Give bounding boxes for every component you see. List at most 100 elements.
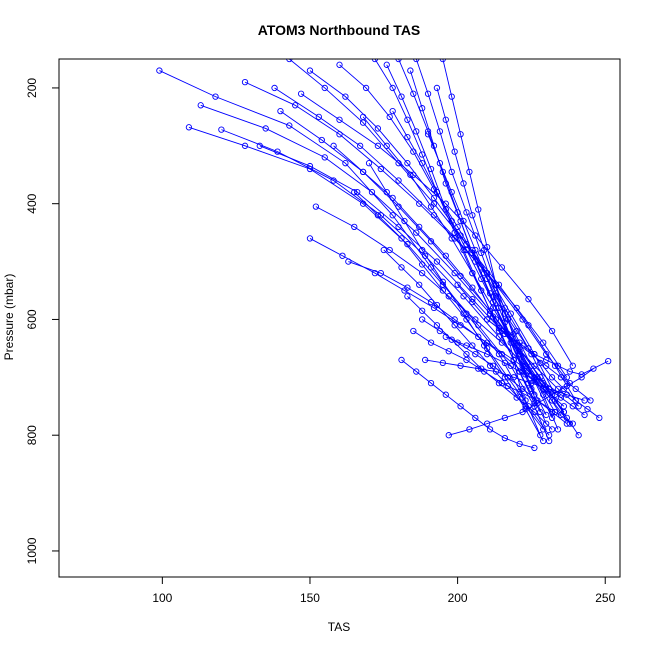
series-line bbox=[413, 330, 574, 425]
data-point bbox=[575, 432, 582, 439]
data-point bbox=[557, 411, 565, 419]
data-point bbox=[543, 420, 550, 427]
series-line bbox=[401, 359, 535, 449]
data-point bbox=[492, 304, 500, 312]
data-point bbox=[433, 84, 441, 92]
data-point bbox=[504, 316, 511, 323]
data-point bbox=[336, 61, 343, 68]
data-point bbox=[357, 142, 364, 149]
data-point bbox=[548, 426, 556, 433]
data-point bbox=[292, 102, 299, 109]
data-point bbox=[445, 432, 452, 439]
data-point bbox=[442, 200, 449, 207]
data-point bbox=[545, 432, 553, 439]
data-point bbox=[528, 362, 535, 369]
series-16 bbox=[413, 59, 556, 421]
x-axis: 100 150 200 250 bbox=[152, 576, 616, 605]
data-point bbox=[427, 298, 435, 306]
data-point bbox=[430, 212, 438, 219]
data-point bbox=[507, 333, 514, 340]
data-point bbox=[569, 403, 576, 410]
series-line bbox=[409, 70, 547, 424]
data-point bbox=[510, 374, 517, 381]
data-point bbox=[451, 322, 458, 329]
data-point bbox=[436, 160, 444, 167]
y-tick-label: 400 bbox=[25, 193, 39, 213]
data-point bbox=[483, 351, 491, 358]
data-point bbox=[572, 385, 579, 393]
data-point bbox=[368, 188, 376, 196]
data-point bbox=[306, 67, 314, 74]
data-point bbox=[374, 212, 382, 219]
data-point bbox=[427, 339, 435, 346]
series-line bbox=[159, 70, 541, 436]
data-point bbox=[466, 426, 473, 433]
series-line bbox=[448, 368, 594, 436]
data-point bbox=[584, 406, 591, 413]
data-point bbox=[433, 322, 441, 329]
data-point bbox=[342, 93, 349, 100]
data-point bbox=[540, 339, 547, 346]
data-point bbox=[362, 84, 370, 92]
data-point bbox=[525, 296, 532, 303]
data-point bbox=[410, 171, 417, 178]
data-point bbox=[492, 316, 500, 323]
series-3 bbox=[197, 102, 562, 433]
data-point bbox=[457, 403, 464, 410]
data-point bbox=[516, 368, 523, 375]
series-line bbox=[362, 116, 556, 413]
plot-frame bbox=[58, 58, 621, 578]
data-point bbox=[469, 269, 476, 277]
data-point bbox=[377, 165, 384, 173]
data-point bbox=[421, 252, 429, 259]
data-point bbox=[531, 391, 538, 398]
data-point bbox=[489, 362, 497, 369]
data-point bbox=[351, 223, 358, 230]
data-point bbox=[404, 133, 411, 141]
data-point bbox=[451, 235, 458, 242]
data-point bbox=[469, 246, 476, 254]
data-point bbox=[548, 327, 556, 335]
data-point bbox=[551, 408, 559, 416]
data-point bbox=[504, 382, 511, 390]
data-point bbox=[563, 414, 570, 421]
data-point bbox=[498, 264, 506, 271]
y-tick-label: 800 bbox=[25, 425, 39, 445]
data-point bbox=[581, 397, 588, 404]
data-point bbox=[442, 252, 449, 259]
data-point bbox=[581, 411, 588, 419]
data-point bbox=[472, 316, 479, 323]
data-point bbox=[321, 84, 328, 92]
data-point bbox=[522, 362, 529, 369]
data-point bbox=[277, 107, 284, 115]
data-point bbox=[407, 67, 414, 74]
data-point bbox=[492, 281, 500, 288]
data-point bbox=[442, 333, 449, 340]
data-point bbox=[469, 212, 476, 219]
data-point bbox=[371, 59, 379, 63]
data-point bbox=[433, 301, 441, 309]
series-line bbox=[289, 59, 577, 401]
data-point bbox=[460, 293, 467, 300]
data-point bbox=[351, 188, 358, 196]
data-point bbox=[531, 351, 538, 358]
data-point bbox=[563, 391, 570, 398]
series-line bbox=[392, 110, 526, 366]
data-point bbox=[554, 426, 562, 433]
data-point bbox=[445, 293, 452, 300]
data-point bbox=[492, 368, 500, 375]
data-point bbox=[185, 124, 193, 131]
data-point bbox=[510, 356, 517, 364]
y-axis-label: Pressure (mbar) bbox=[2, 274, 16, 361]
data-point bbox=[501, 414, 508, 421]
data-point bbox=[472, 232, 479, 239]
y-tick-label: 600 bbox=[25, 309, 39, 329]
data-point bbox=[365, 160, 373, 167]
x-tick-label: 250 bbox=[595, 591, 615, 605]
data-point bbox=[481, 269, 488, 277]
data-point bbox=[498, 379, 506, 387]
series-33 bbox=[297, 90, 576, 369]
data-point bbox=[419, 316, 426, 323]
series-line bbox=[386, 64, 541, 413]
